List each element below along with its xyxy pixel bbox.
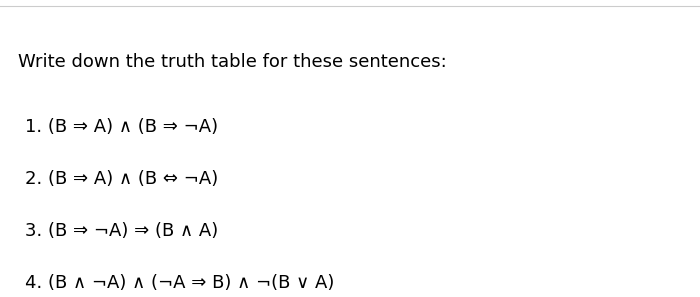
Text: 1. (B ⇒ A) ∧ (B ⇒ ¬A): 1. (B ⇒ A) ∧ (B ⇒ ¬A) bbox=[25, 119, 218, 136]
Text: 2. (B ⇒ A) ∧ (B ⇔ ¬A): 2. (B ⇒ A) ∧ (B ⇔ ¬A) bbox=[25, 170, 218, 188]
Text: 4. (B ∧ ¬A) ∧ (¬A ⇒ B) ∧ ¬(B ∨ A): 4. (B ∧ ¬A) ∧ (¬A ⇒ B) ∧ ¬(B ∨ A) bbox=[25, 274, 334, 292]
Text: Write down the truth table for these sentences:: Write down the truth table for these sen… bbox=[18, 53, 447, 71]
Text: 3. (B ⇒ ¬A) ⇒ (B ∧ A): 3. (B ⇒ ¬A) ⇒ (B ∧ A) bbox=[25, 222, 218, 240]
